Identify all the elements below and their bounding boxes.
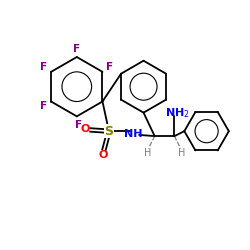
Text: O: O	[81, 124, 90, 134]
Text: NH$_2$: NH$_2$	[165, 106, 190, 120]
Text: H: H	[144, 148, 151, 158]
Text: F: F	[106, 62, 114, 72]
Text: NH: NH	[124, 129, 143, 139]
Text: F: F	[73, 44, 80, 54]
Text: F: F	[40, 101, 47, 111]
Text: H: H	[178, 148, 186, 158]
Text: F: F	[75, 120, 82, 130]
Text: O: O	[98, 150, 108, 160]
Text: S: S	[104, 125, 114, 138]
Text: F: F	[40, 62, 47, 72]
